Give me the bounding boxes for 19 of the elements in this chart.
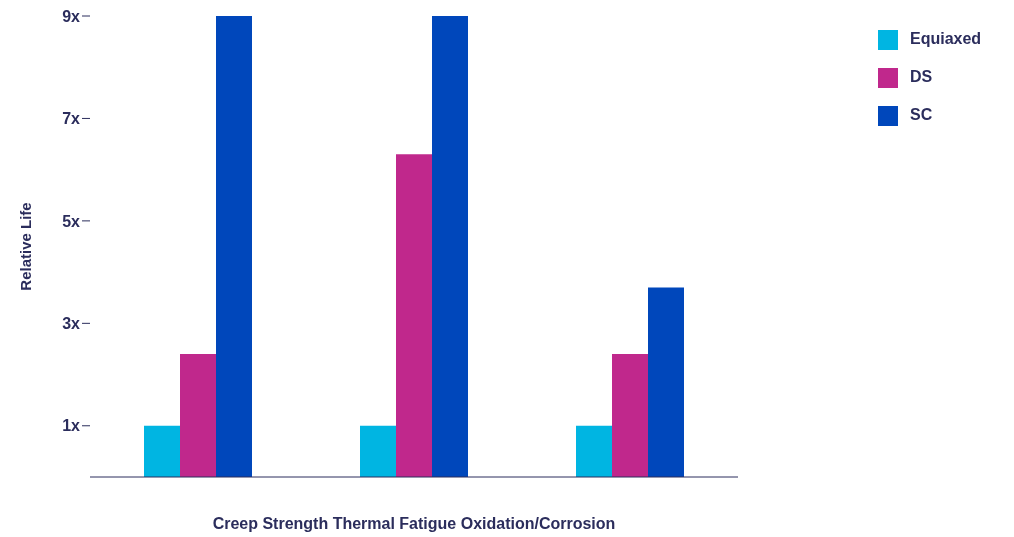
bar (180, 354, 216, 477)
bar (648, 287, 684, 477)
y-tick-label: 5x (62, 212, 81, 230)
y-tick-label: 1x (62, 417, 81, 435)
y-axis-title: Relative Life (17, 202, 35, 291)
legend-label: Equiaxed (910, 30, 982, 47)
bar (144, 425, 180, 477)
bar (396, 154, 432, 477)
x-axis-title: Creep Strength Thermal Fatigue Oxidation/Corrosion (212, 515, 616, 532)
legend-label: SC (910, 106, 933, 123)
bar (576, 425, 612, 477)
bar (612, 354, 648, 477)
bar (360, 425, 396, 477)
y-tick-label: 9x (62, 7, 81, 25)
bar (432, 16, 468, 477)
legend-label: DS (910, 68, 933, 85)
y-tick-label: 7x (62, 110, 81, 128)
y-tick-label: 3x (62, 315, 81, 333)
bar (216, 16, 252, 477)
